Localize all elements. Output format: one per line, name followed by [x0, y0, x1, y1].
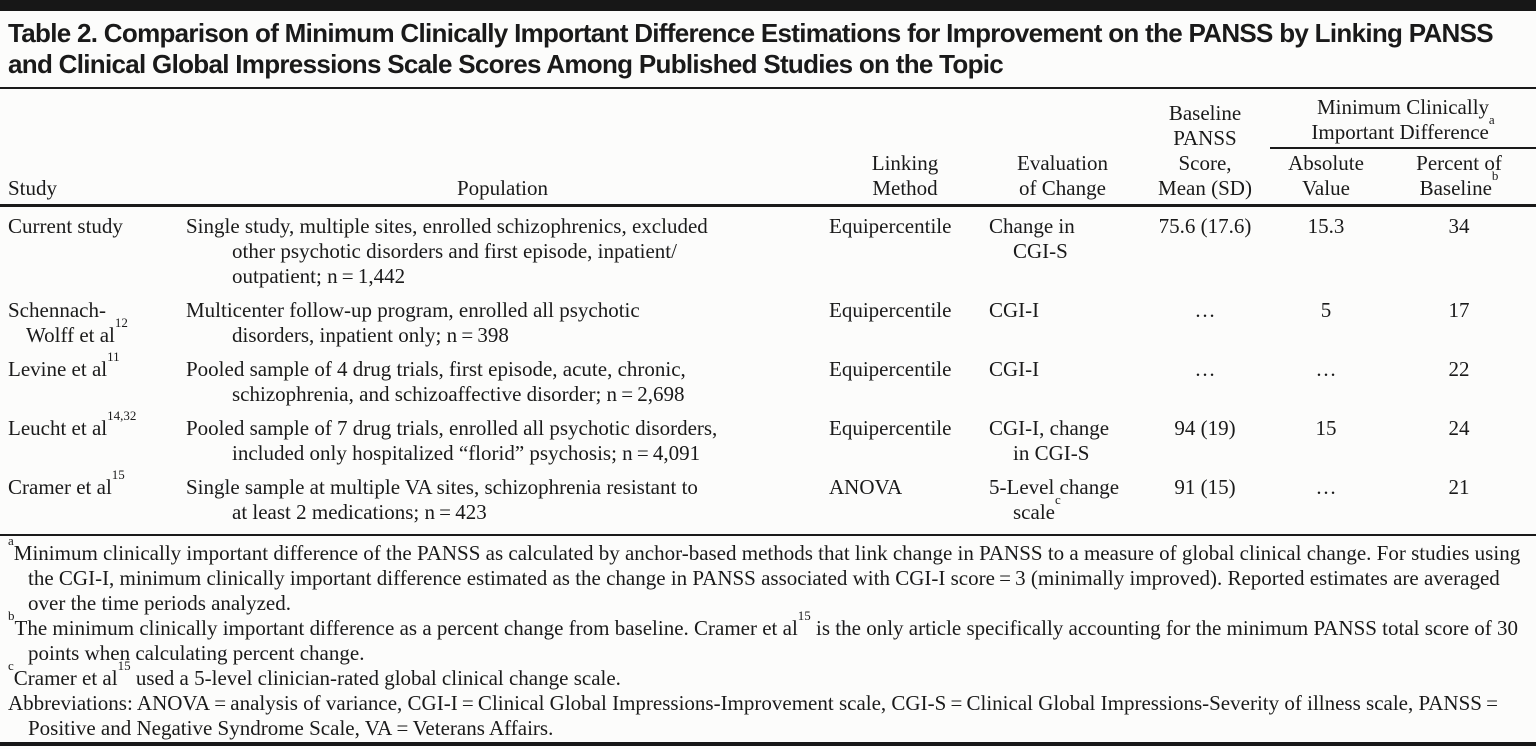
evaluation-cell: CGI-I	[989, 298, 1040, 322]
col-header-baseline-panss: Baseline PANSS Score, Mean (SD)	[1140, 89, 1270, 207]
col-header-mcid-group: Minimum Clinically Important Differencea	[1270, 89, 1536, 149]
study-cell: Cramer et al15	[8, 467, 125, 499]
absolute-value-cell: 15.3	[1307, 214, 1345, 238]
footnote-a: aMinimum clinically important difference…	[8, 533, 1521, 615]
footnote-c: cCramer et al15 used a 5-level clinician…	[8, 658, 621, 690]
absolute-value-cell: …	[1315, 357, 1337, 381]
footnote-b: bThe minimum clinically important differ…	[8, 608, 1519, 665]
col-header-absolute-value: Absolute Value	[1270, 148, 1382, 207]
table-row: Current study Single study, multiple sit…	[0, 206, 1536, 299]
col-header-evaluation-of-change: Evaluation of Change	[985, 89, 1140, 207]
linking-method-cell: Equipercentile	[829, 416, 952, 440]
evaluation-cell: Change in CGI-S	[989, 214, 1075, 263]
population-cell: Pooled sample of 4 drug trials, first ep…	[186, 357, 686, 406]
baseline-cell: …	[1194, 357, 1216, 381]
table-row: Leucht et al14,32 Pooled sample of 7 dru…	[0, 408, 1536, 475]
baseline-cell: 75.6 (17.6)	[1158, 214, 1252, 238]
percent-cell: 22	[1448, 357, 1470, 381]
header-row-group: Study Population Linking Method Evaluati…	[0, 89, 1536, 207]
population-cell: Single study, multiple sites, enrolled s…	[186, 214, 708, 288]
baseline-cell: 91 (15)	[1174, 475, 1236, 499]
population-cell: Single sample at multiple VA sites, schi…	[186, 475, 698, 524]
percent-cell: 21	[1448, 475, 1470, 499]
population-cell: Pooled sample of 7 drug trials, enrolled…	[186, 416, 718, 465]
footnotes: aMinimum clinically important difference…	[0, 534, 1536, 745]
percent-cell: 34	[1448, 214, 1470, 238]
absolute-value-cell: …	[1315, 475, 1337, 499]
absolute-value-cell: 5	[1320, 298, 1332, 322]
table-row: Schennach- Wolff et al12 Multicenter fol…	[0, 298, 1536, 357]
footnote-abbreviations: Abbreviations: ANOVA = analysis of varia…	[8, 691, 1503, 740]
evaluation-cell: CGI-I, change in CGI-S	[989, 416, 1110, 465]
percent-cell: 17	[1448, 298, 1470, 322]
population-cell: Multicenter follow-up program, enrolled …	[186, 298, 640, 347]
linking-method-cell: ANOVA	[829, 475, 903, 499]
baseline-cell: …	[1194, 298, 1216, 322]
study-cell: Current study	[8, 214, 123, 238]
bottom-rule	[0, 742, 1536, 746]
table-header: Study Population Linking Method Evaluati…	[0, 89, 1536, 207]
header-row-sub: Absolute Value Percent of Baselineb	[0, 148, 1536, 207]
linking-method-cell: Equipercentile	[829, 298, 952, 322]
study-cell: Schennach- Wolff et al12	[8, 298, 128, 347]
linking-method-cell: Equipercentile	[829, 357, 952, 381]
comparison-table: Study Population Linking Method Evaluati…	[0, 89, 1536, 534]
table-row: Levine et al11 Pooled sample of 4 drug t…	[0, 349, 1536, 416]
col-header-percent-of-baseline: Percent of Baselineb	[1382, 148, 1536, 207]
col-header-linking-method: Linking Method	[825, 89, 985, 207]
table-row: Cramer et al15 Single sample at multiple…	[0, 467, 1536, 534]
absolute-value-cell: 15	[1315, 416, 1337, 440]
top-rule	[0, 0, 1536, 11]
study-cell: Levine et al11	[8, 349, 120, 381]
baseline-cell: 94 (19)	[1174, 416, 1236, 440]
linking-method-cell: Equipercentile	[829, 214, 952, 238]
evaluation-cell: CGI-I	[989, 357, 1040, 381]
table-title: Table 2. Comparison of Minimum Clinicall…	[0, 11, 1536, 89]
col-header-study: Study	[0, 89, 180, 207]
col-header-population: Population	[180, 89, 825, 207]
study-cell: Leucht et al14,32	[8, 408, 137, 440]
percent-cell: 24	[1448, 416, 1470, 440]
evaluation-cell: 5-Level change scalec	[989, 475, 1120, 524]
table-body: Current study Single study, multiple sit…	[0, 206, 1536, 535]
